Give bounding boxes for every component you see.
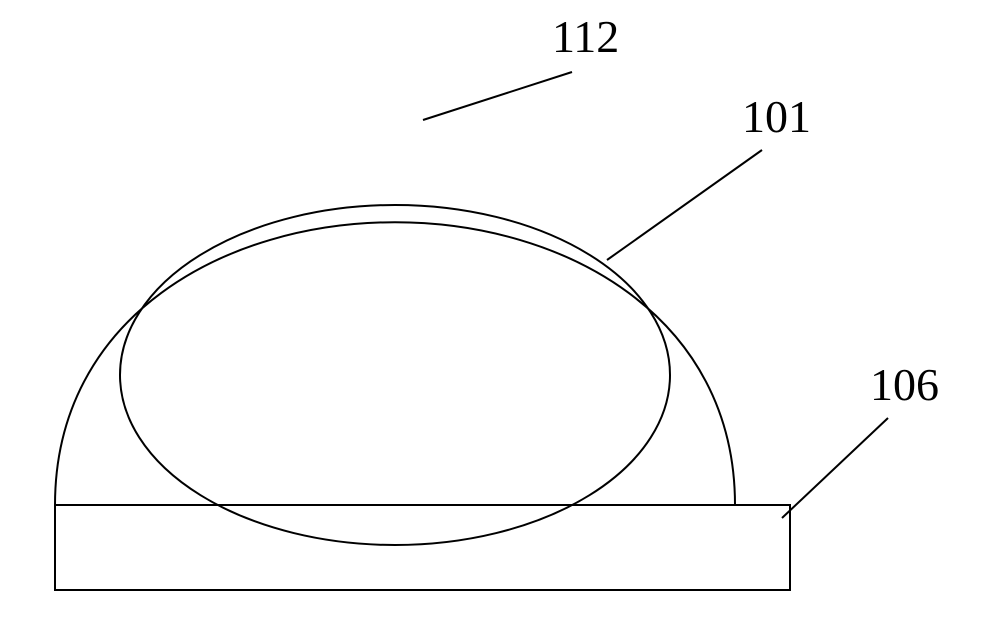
leader-112 bbox=[423, 72, 572, 120]
leader-106 bbox=[782, 418, 888, 518]
base-rect bbox=[55, 505, 790, 590]
label-106: 106 bbox=[870, 359, 939, 410]
dome-arc bbox=[55, 222, 735, 505]
inner-ellipse bbox=[120, 205, 670, 545]
leader-101 bbox=[607, 150, 762, 260]
label-101: 101 bbox=[742, 91, 811, 142]
label-112: 112 bbox=[552, 11, 619, 62]
